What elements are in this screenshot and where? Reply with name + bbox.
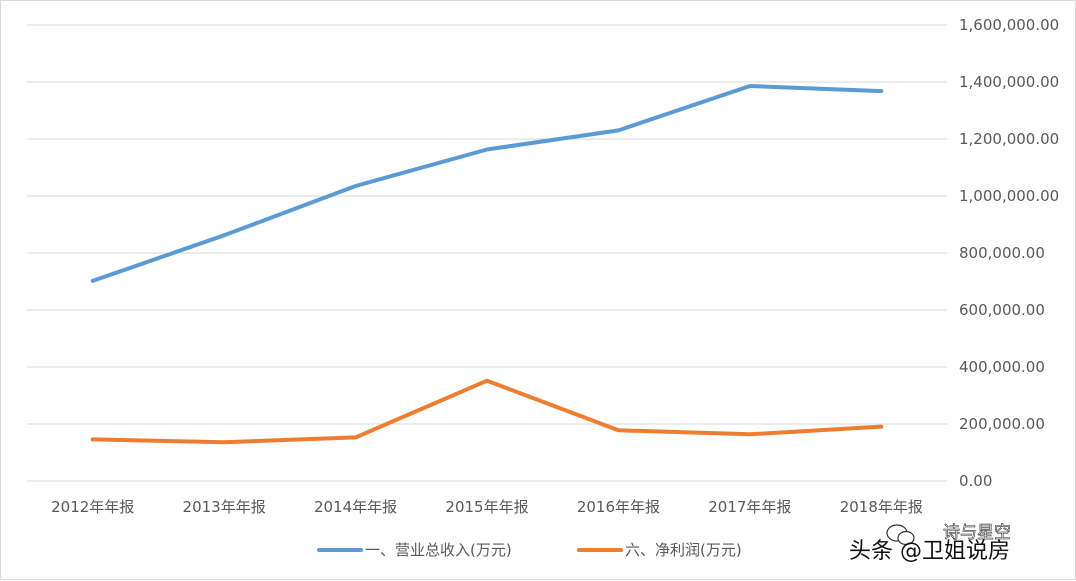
x-tick-label: 2014年年报 — [314, 498, 397, 516]
y-tick-label: 1,400,000.00 — [959, 73, 1059, 91]
watermark-main-text: 头条 @卫姐说房 — [849, 539, 1010, 564]
x-tick-label: 2013年年报 — [183, 498, 266, 516]
x-tick-label: 2016年年报 — [577, 498, 660, 516]
x-tick-label: 2017年年报 — [708, 498, 791, 516]
x-tick-label: 2015年年报 — [445, 498, 528, 516]
series-lines — [90, 84, 884, 445]
y-tick-label: 1,200,000.00 — [959, 130, 1059, 148]
y-tick-label: 1,000,000.00 — [959, 187, 1059, 205]
watermark-small-text: 诗与星空 — [943, 523, 1011, 543]
y-axis-tick-labels: 0.00 200,000.00 400,000.00 600,000.00 800,00… — [959, 16, 1059, 490]
legend-label: 一、营业总收入(万元) — [365, 541, 512, 559]
wechat-icon — [886, 524, 915, 546]
grid-lines — [27, 24, 947, 482]
watermark: 诗与星空 头条 @卫姐说房 — [849, 523, 1011, 564]
legend: 一、营业总收入(万元) 六、净利润(万元) — [317, 541, 742, 559]
y-tick-label: 600,000.00 — [959, 301, 1045, 319]
y-tick-label: 800,000.00 — [959, 244, 1045, 262]
x-axis-tick-labels: 2012年年报 2013年年报 2014年年报 2015年年报 2016年年报 2017年… — [51, 498, 923, 516]
y-tick-label: 200,000.00 — [959, 415, 1045, 433]
x-tick-label: 2018年年报 — [840, 498, 923, 516]
series-line-1 — [90, 84, 884, 283]
y-tick-label: 0.00 — [959, 472, 992, 490]
series-line-2 — [90, 378, 884, 445]
y-tick-label: 1,600,000.00 — [959, 16, 1059, 34]
y-tick-label: 400,000.00 — [959, 358, 1045, 376]
x-tick-label: 2012年年报 — [51, 498, 134, 516]
legend-label: 六、净利润(万元) — [625, 541, 742, 559]
